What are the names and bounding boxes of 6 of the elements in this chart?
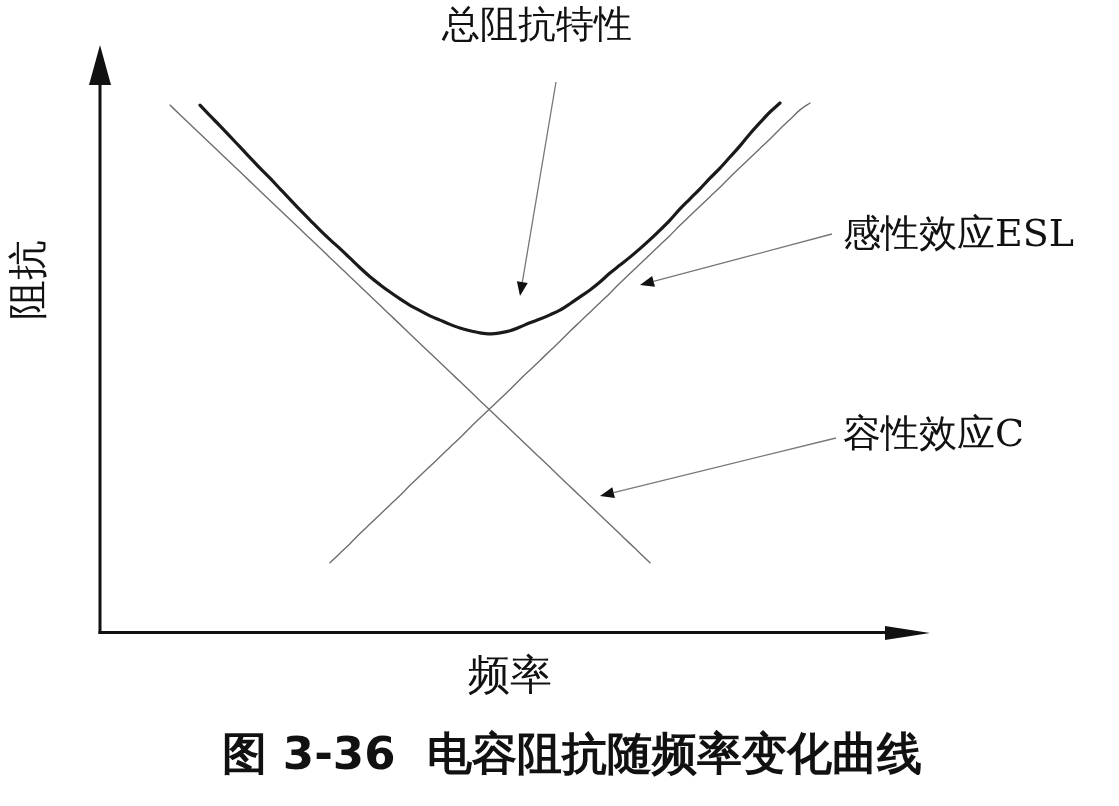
text: 容性效应C <box>843 410 1025 455</box>
text: 总阻抗特性 <box>441 1 632 46</box>
y-axis-title: 阻抗 <box>4 240 51 320</box>
legend-label: 感性效应ESL <box>843 210 1075 255</box>
x-axis-title: 频率 <box>468 649 552 699</box>
text: 图 3-36 电容阻抗随频率变化曲线 <box>222 726 922 780</box>
